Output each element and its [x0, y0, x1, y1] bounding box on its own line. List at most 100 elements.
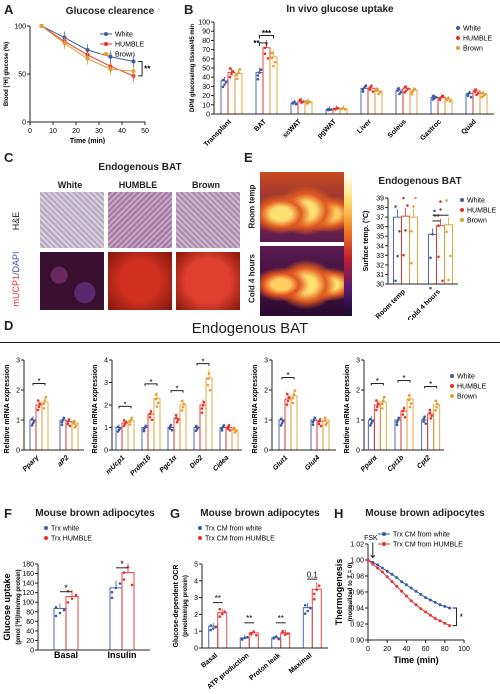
data-point [61, 418, 65, 422]
data-point [404, 594, 408, 598]
bar [179, 404, 187, 451]
data-point [228, 67, 232, 70]
significance-label: 0.1 [307, 570, 319, 579]
data-point [410, 90, 414, 94]
x-tick-label: 50 [141, 128, 149, 135]
data-point [431, 94, 435, 98]
data-point [419, 607, 423, 611]
data-point [483, 93, 487, 96]
data-point [38, 402, 42, 405]
data-point [398, 92, 401, 96]
bar [121, 422, 129, 451]
panel-label-h: H [334, 506, 344, 521]
cam-label-white: White [253, 153, 269, 173]
x-tick-label: 20 [72, 128, 80, 135]
data-point [62, 608, 66, 612]
data-point [154, 397, 158, 401]
data-point [283, 633, 287, 636]
ucp1-image-humble [108, 252, 172, 310]
legend-label: White [115, 32, 133, 39]
data-point [272, 637, 276, 640]
data-point [403, 415, 407, 419]
data-point [174, 416, 178, 420]
category-label: Room temp [375, 288, 407, 320]
y-tick-label: 0 [206, 112, 210, 119]
legend-label: Brown [463, 46, 483, 53]
data-point [435, 405, 438, 409]
data-point [376, 566, 380, 570]
chart-d1: 0 1 2 3 Relative mRNA expression Pparγ aP2 * [4, 358, 84, 473]
y-tick-label: 60 [202, 56, 210, 63]
panel-title-e: Endogenous BAT [378, 176, 462, 187]
data-point [270, 56, 274, 60]
data-point [293, 100, 296, 104]
data-point [443, 604, 447, 608]
data-point [448, 100, 452, 103]
y-tick-label: 39 [376, 196, 384, 203]
category-label: Glut1 [272, 454, 290, 472]
data-point [68, 424, 72, 428]
data-point [371, 419, 374, 423]
data-point [305, 99, 309, 103]
data-point [122, 578, 126, 581]
series-line [367, 559, 450, 609]
legend-d: White HUMBLE Brown [450, 374, 487, 401]
legend-label: HUMBLE [115, 42, 145, 49]
y-tick-label: 40 [202, 75, 210, 82]
legend-marker [44, 526, 48, 530]
y-tick-label: 40 [26, 628, 34, 635]
data-point [272, 64, 275, 68]
category-label: Soleus [387, 118, 408, 139]
category-label: Glut4 [304, 454, 322, 472]
y-tick-label: 80 [202, 38, 210, 45]
data-point [62, 416, 66, 420]
data-point [403, 85, 407, 89]
ucp1-image-white [40, 252, 104, 310]
significance-bracket [259, 35, 274, 39]
bar [199, 404, 207, 451]
legend-marker [460, 208, 464, 212]
data-point [428, 411, 431, 415]
data-point [390, 572, 394, 576]
data-point [220, 612, 224, 616]
he-image-white [40, 192, 104, 248]
y-axis-label: Glucose-dependent OCR [173, 565, 180, 648]
legend-marker [460, 198, 464, 202]
data-point [129, 418, 133, 422]
data-point [376, 563, 380, 567]
data-point [54, 614, 58, 618]
y-tick-label: 70 [202, 47, 210, 54]
chart-e: 30 31 32 33 34 35 36 37 38 39 Surface temp. (°C) Ro… [362, 196, 497, 321]
significance-label: ** [246, 614, 252, 623]
chart-h: 0.90 0.92 0.94 0.96 0.98 1.00 1.02 Thermogenesi… [334, 532, 470, 666]
data-point [448, 624, 452, 628]
data-point [211, 627, 215, 630]
y-tick-label: 4 [194, 578, 198, 585]
category-label: scWAT [282, 118, 304, 140]
data-point [382, 399, 385, 402]
y-tick-label: 1 [194, 629, 198, 636]
data-point [473, 88, 477, 91]
data-point [395, 584, 399, 588]
col-label-humble: HUMBLE [118, 180, 158, 190]
data-point [396, 87, 400, 90]
data-point [214, 625, 218, 629]
y-tick-label: 32 [376, 262, 384, 269]
data-point [270, 51, 274, 55]
y-tick-label: 3 [356, 358, 360, 365]
data-point [423, 415, 426, 418]
series-line [367, 559, 450, 627]
legend-label: HUMBLE [467, 208, 497, 215]
data-point [124, 420, 128, 424]
panel-title-h: Mouse brown adipocytes [365, 508, 485, 519]
data-point [400, 580, 404, 584]
data-point [235, 73, 239, 77]
data-point [230, 72, 233, 76]
legend-label: Brown [457, 394, 477, 401]
y-tick-label: 160 [22, 571, 34, 578]
data-point [422, 417, 425, 421]
data-point [285, 403, 289, 406]
panel-label-a: A [4, 2, 14, 17]
category-label: Proton leak [248, 652, 282, 682]
